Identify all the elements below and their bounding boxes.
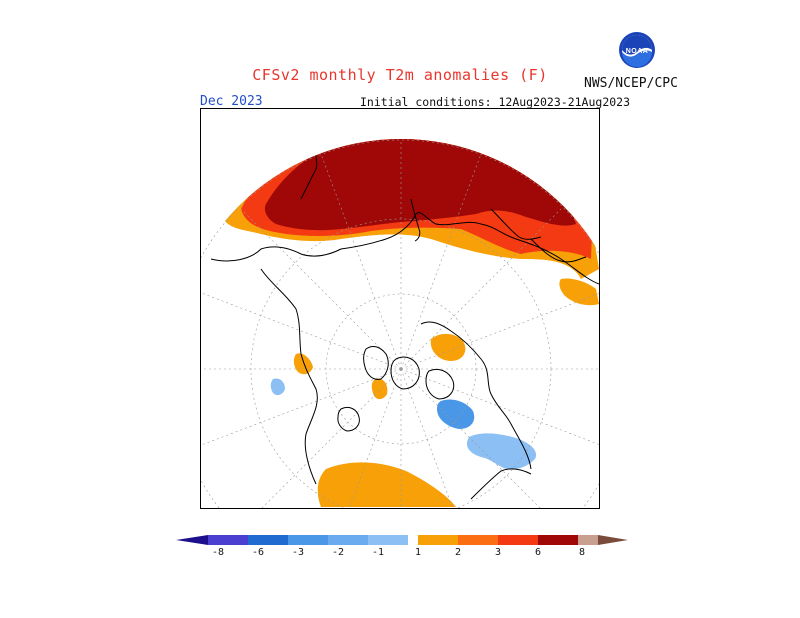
polar-projection bbox=[201, 139, 599, 508]
colorbar-bin-11 bbox=[578, 535, 598, 545]
colorbar-bin-4 bbox=[328, 535, 368, 545]
anomaly-region-blue-canada bbox=[466, 433, 537, 470]
colorbar-tick: -2 bbox=[331, 547, 345, 558]
colorbar-bin-6 bbox=[408, 535, 418, 545]
colorbar-tick: 2 bbox=[454, 547, 462, 558]
colorbar-low-arrow bbox=[176, 535, 208, 545]
colorbar-bin-7 bbox=[418, 535, 458, 545]
colorbar-bin-3 bbox=[288, 535, 328, 545]
anomaly-region-orange-east bbox=[559, 278, 599, 306]
anomaly-region-blue-west bbox=[270, 378, 285, 396]
coastlines bbox=[210, 139, 599, 500]
colorbar-tick: -8 bbox=[211, 547, 225, 558]
colorbar-tick: 6 bbox=[534, 547, 542, 558]
anomaly-region-orange-south bbox=[317, 462, 456, 507]
colorbar-bin-9 bbox=[498, 535, 538, 545]
colorbar-tick: 3 bbox=[494, 547, 502, 558]
anomaly-region-blue-greenland bbox=[437, 399, 475, 429]
agency-label: NWS/NCEP/CPC bbox=[584, 76, 678, 91]
colorbar-tick: 1 bbox=[414, 547, 422, 558]
noaa-logo-icon: NOAA bbox=[619, 32, 655, 68]
colorbar-bin-1 bbox=[208, 535, 248, 545]
anomaly-region-darkred bbox=[264, 139, 576, 231]
colorbar-tick: -6 bbox=[251, 547, 265, 558]
svg-text:NOAA: NOAA bbox=[626, 48, 649, 55]
colorbar-tick: -1 bbox=[371, 547, 385, 558]
colorbar bbox=[176, 535, 628, 545]
anomaly-region-orange-scand bbox=[371, 378, 388, 400]
colorbar-bin-8 bbox=[458, 535, 498, 545]
initial-conditions: Initial conditions: 12Aug2023-21Aug2023 bbox=[360, 95, 631, 109]
anomaly-region-orange-siberia bbox=[293, 353, 313, 375]
colorbar-tick: -3 bbox=[291, 547, 305, 558]
colorbar-bin-5 bbox=[368, 535, 408, 545]
anomaly-map bbox=[200, 108, 600, 509]
forecast-month: Dec 2023 bbox=[200, 94, 263, 109]
colorbar-tick: 8 bbox=[578, 547, 586, 558]
colorbar-bin-10 bbox=[538, 535, 578, 545]
colorbar-bin-2 bbox=[248, 535, 288, 545]
map-title: CFSv2 monthly T2m anomalies (F) bbox=[252, 66, 548, 84]
colorbar-high-arrow bbox=[598, 535, 628, 545]
